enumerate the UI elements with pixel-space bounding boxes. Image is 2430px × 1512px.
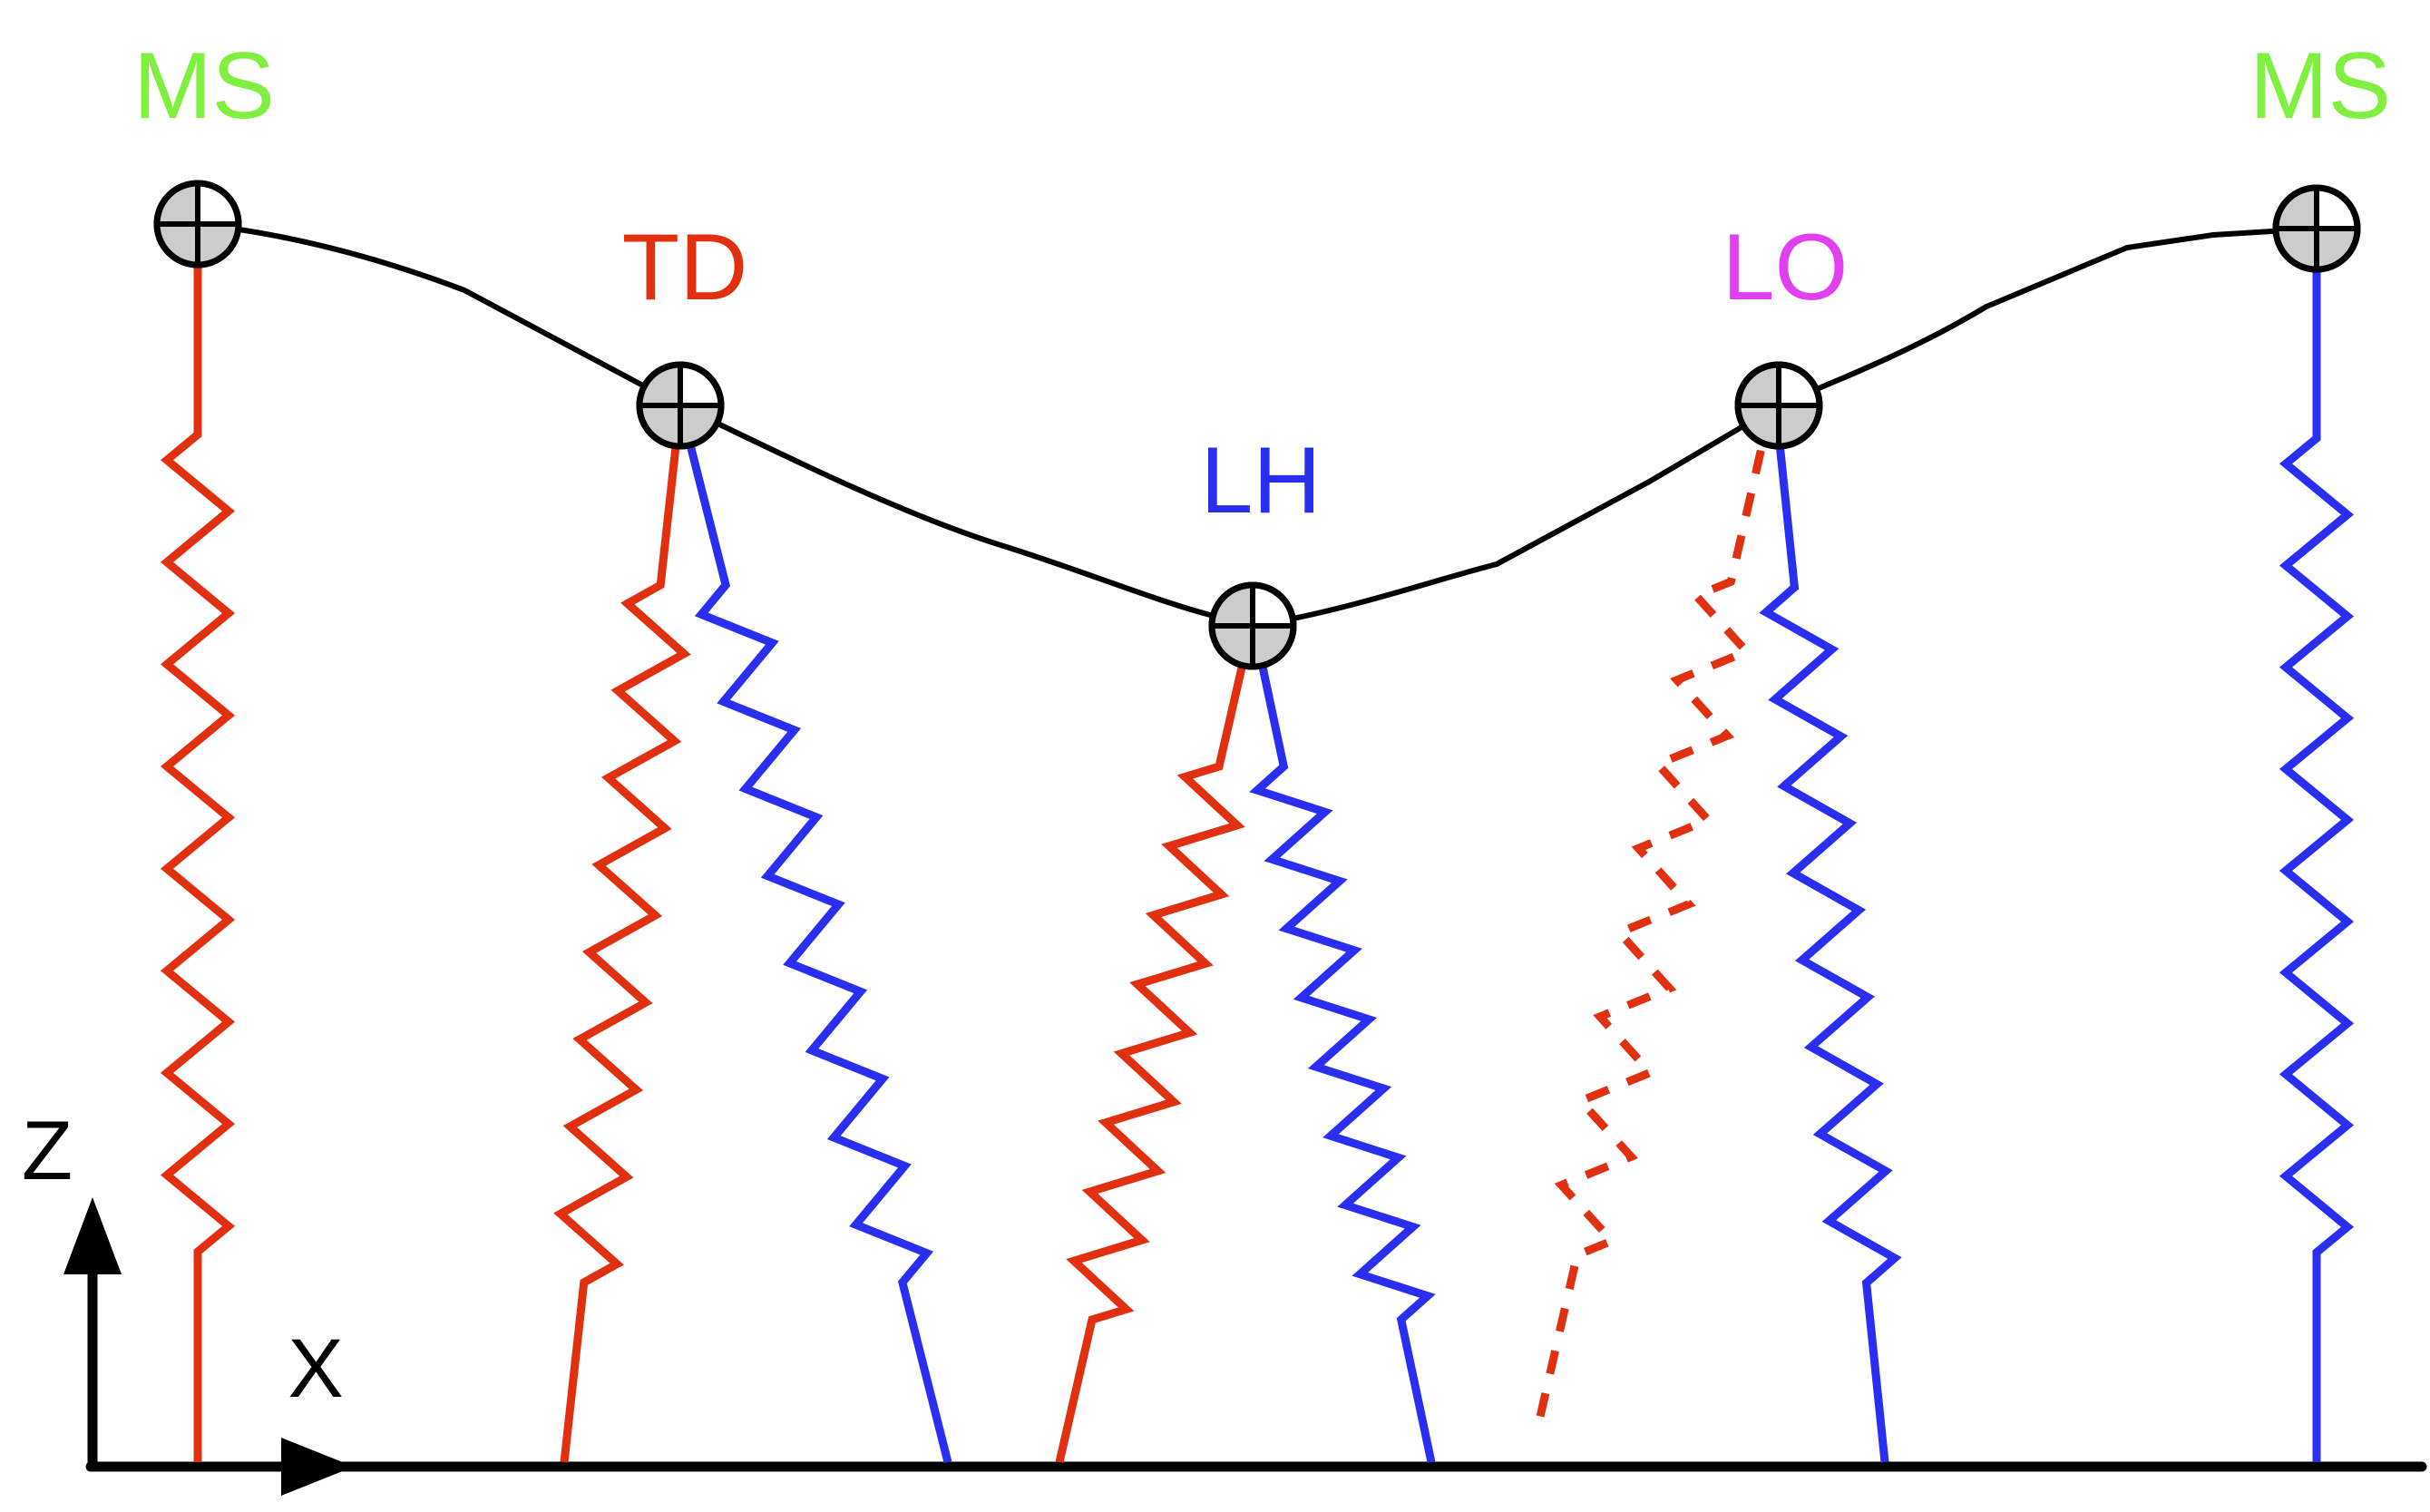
label-ms-left: MS [133, 34, 275, 139]
leg-lh-blue [1249, 623, 1436, 1463]
com-marker-ms-right-icon [2272, 184, 2361, 273]
com-marker-lh-icon [1208, 581, 1297, 670]
com-marker-lo-icon [1734, 361, 1823, 450]
x-axis-arrow-icon [281, 1438, 354, 1496]
leg-ms-left-red [160, 224, 236, 1462]
leg-lo-blue [1759, 407, 1902, 1463]
com-marker-td-icon [636, 361, 725, 450]
leg-lo-red-dashed [1533, 406, 1775, 1430]
label-td: TD [622, 215, 748, 320]
leg-ms-right-blue [2279, 229, 2355, 1462]
leg-td-blue [676, 404, 952, 1464]
z-axis-label: Z [22, 1105, 73, 1197]
com-marker-ms-left-icon [153, 180, 242, 268]
leg-lh-red [1055, 622, 1256, 1464]
label-lh: LH [1201, 428, 1322, 533]
leg-td-red [553, 405, 691, 1463]
label-ms-right: MS [2249, 34, 2391, 139]
com-markers [153, 180, 2361, 670]
label-lo: LO [1722, 215, 1849, 320]
spring-legs [160, 224, 2355, 1464]
x-axis-label: X [288, 1322, 343, 1415]
axes: Z X [22, 1105, 354, 1496]
com-trajectory [197, 221, 2318, 627]
z-axis-arrow-icon [63, 1197, 122, 1274]
